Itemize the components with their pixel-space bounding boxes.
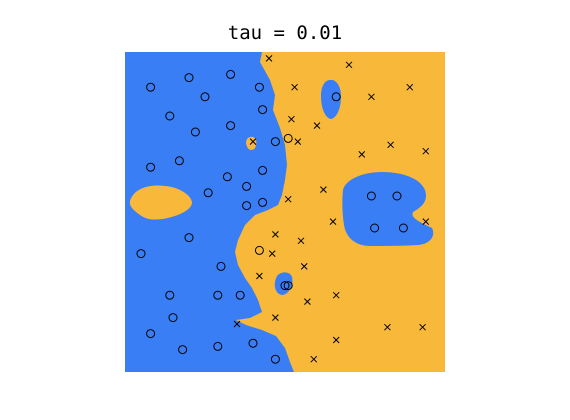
point-x-7	[249, 138, 257, 145]
point-o-31	[248, 338, 258, 348]
point-x-9	[358, 151, 366, 158]
point-o-18	[258, 197, 268, 207]
data-markers	[136, 55, 430, 364]
point-x-11	[422, 147, 430, 155]
point-x-0	[265, 55, 273, 62]
point-x-26	[384, 323, 391, 331]
point-o-27	[168, 313, 178, 323]
point-x-21	[332, 291, 340, 299]
chart-title: tau = 0.01	[227, 22, 343, 44]
point-o-33	[280, 281, 290, 291]
point-o-32	[270, 354, 280, 364]
point-o-19	[184, 233, 194, 243]
point-o-17	[242, 201, 252, 211]
point-o-11	[146, 162, 156, 172]
point-o-29	[178, 345, 188, 355]
point-o-16	[242, 181, 252, 191]
point-o-14	[283, 133, 293, 143]
point-x-19	[300, 263, 308, 270]
point-x-17	[422, 218, 430, 225]
point-x-5	[288, 115, 295, 123]
point-x-12	[320, 186, 327, 193]
point-o-0	[146, 82, 156, 92]
point-o-22	[254, 245, 264, 255]
point-o-35	[366, 191, 376, 201]
point-o-15	[203, 188, 213, 198]
point-o-12	[222, 172, 232, 182]
point-x-24	[233, 320, 241, 328]
point-o-5	[165, 111, 175, 121]
point-o-30	[213, 341, 223, 351]
point-x-2	[291, 83, 298, 91]
point-x-10	[387, 141, 394, 149]
point-o-37	[370, 223, 380, 233]
point-o-26	[235, 290, 245, 300]
point-o-20	[136, 249, 146, 259]
point-x-14	[272, 231, 279, 238]
point-o-13	[258, 165, 268, 175]
point-o-9	[270, 137, 280, 147]
point-o-8	[258, 105, 268, 115]
point-o-34	[331, 92, 341, 102]
point-o-36	[392, 191, 402, 201]
point-o-4	[254, 82, 264, 92]
point-o-6	[190, 127, 200, 137]
point-x-1	[345, 61, 353, 69]
point-o-2	[226, 69, 236, 79]
point-x-3	[368, 93, 375, 101]
region-class-o-island-top	[321, 79, 341, 119]
point-x-8	[294, 138, 302, 145]
point-x-23	[272, 314, 279, 321]
point-o-7	[226, 121, 236, 131]
region-class-o-island-right	[342, 172, 434, 246]
point-x-13	[284, 195, 292, 203]
point-o-28	[146, 329, 156, 339]
point-o-23	[283, 281, 293, 291]
point-o-25	[213, 290, 223, 300]
point-x-22	[304, 298, 311, 305]
point-x-28	[310, 355, 318, 363]
point-x-15	[297, 237, 305, 245]
point-o-1	[184, 73, 194, 83]
point-x-4	[406, 83, 414, 91]
point-x-27	[419, 323, 426, 331]
point-x-16	[329, 218, 337, 225]
point-o-38	[398, 223, 408, 233]
point-o-10	[174, 156, 184, 166]
region-class-x-island-left	[129, 185, 192, 220]
point-o-21	[216, 261, 226, 271]
point-x-6	[313, 122, 321, 129]
point-x-18	[268, 250, 276, 257]
point-x-25	[332, 336, 340, 344]
point-x-20	[256, 272, 263, 280]
point-o-24	[165, 290, 175, 300]
point-o-3	[200, 92, 210, 102]
